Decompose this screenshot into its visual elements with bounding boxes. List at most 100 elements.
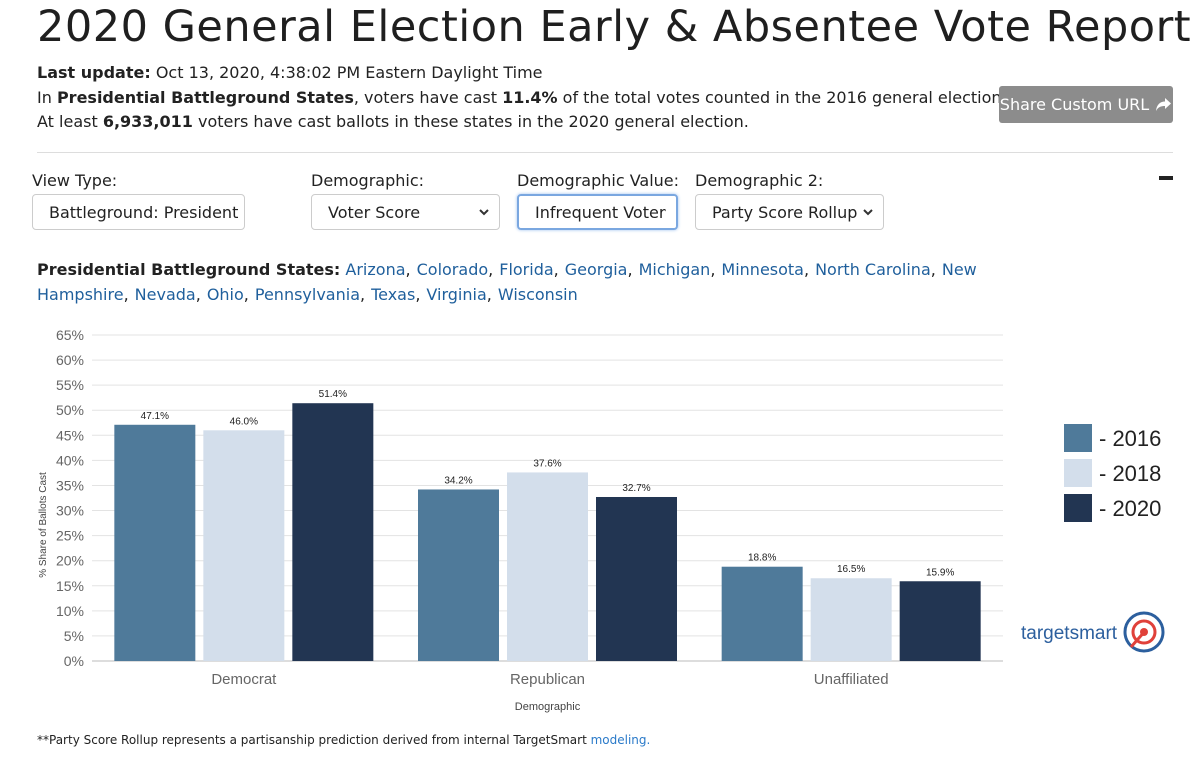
state-link[interactable]: Florida (499, 260, 554, 279)
y-tick-label: 10% (56, 603, 84, 619)
bar (721, 566, 803, 661)
state-separator: , (360, 285, 366, 304)
chevron (863, 208, 873, 215)
state-separator: , (488, 260, 494, 279)
bar (203, 430, 285, 661)
state-link[interactable]: Texas (371, 285, 416, 304)
value-label: 16.5% (837, 564, 865, 575)
state-link[interactable]: Wisconsin (497, 285, 578, 304)
filter-value: Battleground: President (49, 202, 239, 222)
value-label: 18.8% (748, 553, 776, 564)
value-label: 34.2% (444, 475, 472, 486)
legend-swatch (1064, 494, 1092, 522)
filter-label: Demographic Value: (517, 171, 680, 190)
x-tick-label: Republican (510, 671, 585, 688)
state-separator: , (123, 285, 129, 304)
footnote-link[interactable]: modeling. (590, 733, 651, 747)
share-button[interactable]: Share Custom URL (999, 86, 1173, 123)
state-separator: , (195, 285, 201, 304)
bar (418, 489, 499, 661)
share-label: Share Custom URL (999, 95, 1150, 114)
chevron (479, 208, 489, 215)
y-tick-label: 15% (56, 578, 84, 594)
legend-swatch (1064, 459, 1092, 487)
summary-part: , voters have cast (353, 88, 503, 107)
value-label: 46.0% (230, 416, 258, 427)
state-separator: , (405, 260, 411, 279)
filter-select[interactable]: Party Score Rollup (695, 194, 884, 230)
state-separator: , (243, 285, 249, 304)
state-link[interactable]: Colorado (416, 260, 489, 279)
x-axis-title: Demographic (515, 701, 581, 713)
filter-value: Voter Score (328, 202, 421, 222)
state-link[interactable]: Michigan (638, 260, 711, 279)
collapse-toggle[interactable] (1159, 176, 1173, 180)
state-link[interactable]: New Hampshire (37, 260, 977, 304)
filter-select[interactable]: Battleground: President (32, 194, 245, 230)
filter-label: Demographic 2: (695, 171, 824, 190)
bar (114, 424, 196, 661)
y-tick-label: 45% (56, 427, 84, 443)
state-separator: , (486, 285, 492, 304)
filter-label: View Type: (32, 171, 118, 190)
bar (899, 581, 981, 661)
value-label: 15.9% (926, 567, 954, 578)
summary-part: 11.4% (502, 88, 558, 107)
summary-part: 6,933,011 (102, 112, 193, 131)
last-update-label: Last update: (37, 63, 151, 82)
filter-value: Infrequent Voter (535, 202, 666, 222)
y-tick-label: 40% (56, 452, 84, 468)
summary-part: In (37, 88, 57, 107)
logo-icon (1131, 619, 1157, 645)
state-link[interactable]: Pennsylvania (254, 285, 360, 304)
x-tick-label: Democrat (211, 671, 277, 688)
summary: In Presidential Battleground States, vot… (37, 88, 1007, 107)
logo-icon (1129, 629, 1148, 648)
filter-select[interactable]: Infrequent Voter (517, 194, 678, 230)
x-tick-label: Unaffiliated (814, 671, 889, 688)
value-label: 47.1% (141, 411, 169, 422)
value-label: 51.4% (319, 389, 347, 400)
summary-part: voters have cast ballots in these states… (192, 112, 749, 131)
state-link[interactable]: Arizona (345, 260, 406, 279)
logo-icon (1123, 611, 1165, 653)
state-link[interactable]: Ohio (206, 285, 244, 304)
state-link[interactable]: Nevada (134, 285, 196, 304)
state-link[interactable]: Georgia (564, 260, 628, 279)
y-tick-label: 0% (64, 653, 84, 669)
last-update-value: Oct 13, 2020, 4:38:02 PM Eastern Dayligh… (155, 63, 543, 82)
filter-select[interactable]: Voter Score (311, 194, 500, 230)
y-tick-label: 60% (56, 352, 84, 368)
last-update: Last update: Oct 13, 2020, 4:38:02 PM Ea… (37, 63, 543, 82)
legend-label: - 2018 (1099, 461, 1161, 486)
value-label: 37.6% (533, 458, 561, 469)
page-title: 2020 General Election Early & Absentee V… (37, 2, 1192, 52)
bar (507, 472, 588, 661)
state-separator: , (930, 260, 936, 279)
y-tick-label: 20% (56, 553, 84, 569)
bar (596, 496, 677, 661)
filter-value: Party Score Rollup (712, 202, 858, 222)
state-separator: , (803, 260, 810, 279)
y-tick-label: 5% (64, 628, 84, 644)
y-tick-label: 30% (56, 503, 84, 519)
logo-text: targetsmart (1021, 623, 1118, 644)
state-link[interactable]: Virginia (426, 285, 487, 304)
y-tick-label: 55% (56, 377, 84, 393)
y-tick-label: 35% (56, 477, 84, 493)
footnote: **Party Score Rollup represents a partis… (37, 733, 650, 747)
bar (292, 403, 374, 661)
state-link[interactable]: Minnesota (721, 260, 804, 279)
state-link[interactable]: North Carolina (815, 260, 931, 279)
value-label: 32.7% (622, 483, 650, 494)
summary-part: of the total votes counted in the 2016 g… (557, 88, 1007, 107)
states-label: Presidential Battleground States: (37, 260, 341, 279)
divider (37, 152, 1173, 153)
chevron (665, 209, 666, 211)
footnote-text: **Party Score Rollup represents a partis… (37, 733, 587, 747)
legend-swatch (1064, 424, 1092, 452)
state-separator: , (710, 260, 716, 279)
y-axis-title: % Share of Ballots Cast (38, 472, 49, 578)
